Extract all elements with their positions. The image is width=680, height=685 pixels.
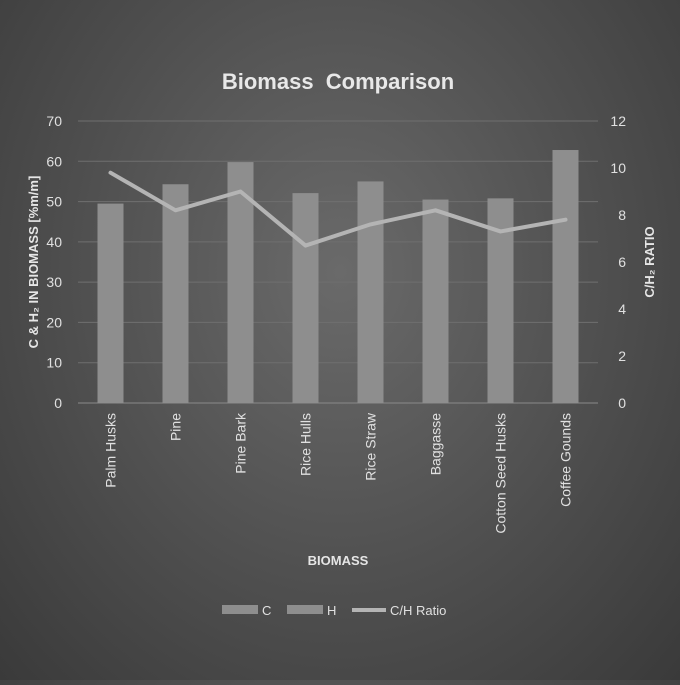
x-tick-label: Pine Bark [233, 412, 249, 474]
y2-axis-label: C/H₂ RATIO [642, 226, 657, 297]
legend-label: C [262, 603, 271, 618]
x-axis-ticks: Palm Husks Pine Pine Bark Rice Hulls Rice St… [103, 412, 574, 534]
legend-label: H [327, 603, 336, 618]
y-axis-ticks: 0 10 20 30 40 50 60 70 [46, 113, 62, 411]
ratio-point [500, 230, 501, 232]
ratio-point [370, 223, 371, 225]
legend-swatch-c [222, 605, 258, 614]
legend: C H C/H Ratio [222, 603, 446, 618]
x-tick-label: Rice Straw [363, 412, 379, 481]
ratio-line-path [108, 170, 568, 248]
y2-tick-label: 6 [618, 254, 626, 270]
y-tick-label: 30 [46, 274, 62, 290]
y-tick-label: 10 [46, 355, 62, 371]
grid-lines [78, 120, 598, 404]
legend-swatch-h [287, 605, 323, 614]
bar-h [292, 193, 319, 403]
x-tick-label: Coffee Gounds [558, 413, 574, 507]
y2-tick-label: 10 [610, 160, 626, 176]
ratio-point [110, 172, 111, 174]
y-tick-label: 20 [46, 314, 62, 330]
ratio-point [565, 219, 566, 221]
ratio-point [240, 191, 241, 192]
x-axis-label: BIOMASS [308, 553, 369, 568]
y-tick-label: 60 [46, 153, 62, 169]
bar-h [422, 199, 449, 403]
x-tick-label: Pine [168, 413, 184, 441]
y-tick-label: 70 [46, 113, 62, 129]
x-tick-label: Rice Hulls [298, 413, 314, 476]
chart-title: Biomass Comparison [222, 69, 454, 94]
bar-h [357, 181, 384, 403]
bar-h [227, 162, 254, 403]
x-tick-label: Baggasse [428, 413, 444, 475]
bar-h [552, 150, 579, 403]
bar-h [162, 184, 189, 403]
x-tick-label: Cotton Seed Husks [493, 413, 509, 534]
legend-label: C/H Ratio [390, 603, 446, 618]
ratio-point [435, 209, 436, 211]
y2-tick-label: 0 [618, 395, 626, 411]
ratio-point [175, 209, 176, 211]
bars [97, 150, 579, 403]
y-tick-label: 0 [54, 395, 62, 411]
y-tick-label: 40 [46, 234, 62, 250]
y2-tick-label: 12 [610, 113, 626, 129]
ratio-point [305, 245, 306, 247]
y-tick-label: 50 [46, 194, 62, 210]
ratio-line [108, 170, 568, 248]
y2-axis-ticks: 0 2 4 6 8 10 12 [610, 113, 626, 411]
y2-tick-label: 4 [618, 301, 626, 317]
bar-h [97, 203, 124, 403]
x-tick-label: Palm Husks [103, 413, 119, 488]
y2-tick-label: 8 [618, 207, 626, 223]
y-axis-label: C & H₂ IN BIOMASS [%m/m] [26, 176, 41, 349]
y2-tick-label: 2 [618, 348, 626, 364]
